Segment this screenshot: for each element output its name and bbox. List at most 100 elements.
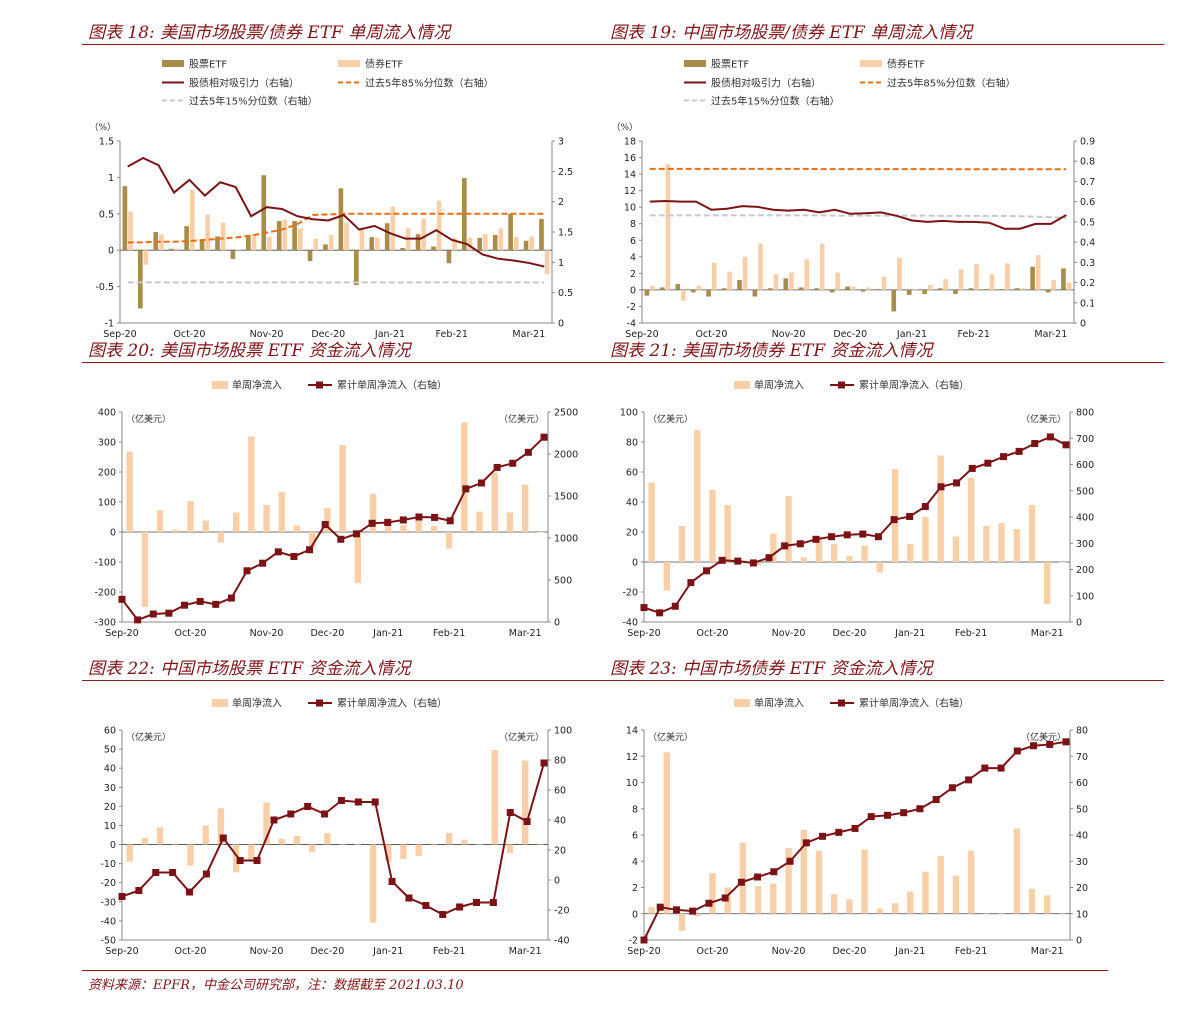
point-cumulative-inflow: [851, 824, 859, 832]
point-cumulative-inflow: [422, 902, 430, 909]
y-tick-label: 14: [624, 170, 636, 181]
legend-swatch: [838, 381, 845, 389]
bar-equity-etf: [737, 279, 742, 290]
legend-label: 累计单周净流入（右轴）: [859, 697, 969, 710]
x-tick-label: Sep-20: [627, 946, 660, 957]
bar-bond-etf: [681, 289, 686, 301]
bar-weekly-inflow: [506, 512, 514, 532]
bar-bond-etf: [282, 219, 288, 251]
bar-equity-etf: [523, 240, 529, 251]
bar-weekly-inflow: [461, 422, 468, 532]
bar-bond-etf: [1020, 288, 1026, 290]
legend-label: 过去5年85%分位数（右轴）: [365, 77, 494, 90]
point-cumulative-inflow: [906, 512, 914, 520]
bar-weekly-inflow: [369, 844, 377, 923]
point-cumulative-inflow: [456, 903, 464, 911]
y-tick-label: 200: [98, 468, 116, 479]
bar-equity-etf: [354, 250, 359, 286]
bar-bond-etf: [866, 287, 871, 290]
point-cumulative-inflow: [472, 899, 480, 906]
y-tick-label: 0: [632, 909, 638, 920]
bar-equity-etf: [215, 236, 220, 251]
chart-fig21: 单周净流入 累计单周净流入（右轴） （亿美元） （亿美元） -40 -20 0 20 40 60 8…: [620, 379, 1094, 640]
y2-tick-label: 0: [554, 876, 560, 887]
bar-weekly-inflow: [891, 903, 899, 914]
bar-weekly-inflow: [907, 891, 914, 914]
x-tick-label: Dec-20: [832, 946, 866, 957]
bar-weekly-inflow: [187, 844, 194, 866]
bar-bond-etf: [850, 286, 856, 290]
x-tick-label: Dec-20: [832, 628, 866, 639]
bar-equity-etf: [660, 287, 665, 290]
point-cumulative-inflow: [796, 540, 804, 548]
point-cumulative-inflow: [306, 546, 314, 554]
bar-bond-etf: [912, 289, 918, 290]
legend-label: 过去5年85%分位数（右轴）: [887, 77, 1016, 90]
y-tick-label: 18: [624, 137, 636, 148]
y-tick-label: 20: [626, 528, 638, 539]
bar-bond-etf: [958, 269, 964, 290]
x-tick-label: Dec-20: [833, 329, 867, 340]
point-cumulative-inflow: [181, 601, 189, 609]
bar-weekly-inflow: [476, 844, 483, 846]
point-cumulative-inflow: [1062, 738, 1070, 746]
legend-label: 单周净流入: [232, 697, 282, 710]
point-cumulative-inflow: [462, 485, 470, 493]
legend-label: 单周净流入: [754, 697, 804, 710]
bar-weekly-inflow: [861, 849, 868, 914]
bar-bond-etf: [452, 237, 457, 251]
point-cumulative-inflow: [671, 602, 679, 610]
point-cumulative-inflow: [705, 899, 713, 907]
x-tick-label: Nov-20: [772, 329, 806, 340]
x-tick-label: Oct-20: [695, 329, 727, 340]
bar-equity-etf: [415, 234, 421, 251]
y-tick-label: -30: [100, 897, 116, 908]
point-cumulative-inflow: [781, 542, 789, 550]
bar-equity-etf: [400, 248, 405, 251]
x-tick-label: Nov-20: [772, 628, 806, 639]
bar-weekly-inflow: [739, 842, 747, 914]
y-tick-label: -300: [94, 618, 116, 629]
point-cumulative-inflow: [259, 559, 267, 567]
x-tick-label: Sep-20: [105, 946, 138, 957]
bar-weekly-inflow: [217, 808, 225, 845]
point-cumulative-inflow: [354, 798, 362, 806]
bar-bond-etf: [128, 211, 133, 251]
y2-tick-label: 0: [1080, 319, 1086, 330]
bar-bond-etf: [328, 234, 334, 251]
y-tick-label: 10: [624, 203, 636, 214]
y-tick-label: 16: [624, 153, 636, 164]
bar-equity-etf: [968, 288, 974, 290]
point-cumulative-inflow: [540, 759, 548, 767]
point-cumulative-inflow: [227, 594, 235, 602]
bar-bond-etf: [421, 218, 426, 251]
y2-tick-label: 0.4: [1080, 238, 1095, 249]
y2-tick-label: 2000: [554, 450, 578, 461]
bar-weekly-inflow: [187, 501, 194, 532]
bar-weekly-inflow: [293, 835, 301, 845]
bar-weekly-inflow: [754, 562, 762, 565]
bar-weekly-inflow: [998, 523, 1005, 562]
y2-tick-label: 20: [1076, 883, 1088, 894]
bar-weekly-inflow: [770, 533, 777, 562]
axis-unit-right: （亿美元）: [499, 413, 544, 425]
x-tick-label: Jan-21: [374, 329, 405, 340]
y-tick-label: 60: [626, 468, 638, 479]
point-cumulative-inflow: [118, 595, 126, 603]
bar-equity-etf: [323, 244, 328, 251]
point-cumulative-inflow: [368, 519, 376, 527]
title-rule: [82, 680, 642, 681]
point-cumulative-inflow: [965, 776, 973, 784]
bar-bond-etf: [804, 259, 810, 290]
bar-equity-etf: [1030, 266, 1035, 290]
point-cumulative-inflow: [523, 818, 531, 825]
bar-equity-etf: [384, 223, 390, 251]
point-cumulative-inflow: [656, 903, 664, 911]
bar-weekly-inflow: [278, 838, 285, 845]
y2-tick-label: 50: [1076, 804, 1088, 815]
x-tick-label: Feb-21: [955, 628, 987, 639]
bar-bond-etf: [267, 237, 272, 251]
y-tick-label: 0: [108, 246, 114, 257]
bar-weekly-inflow: [445, 833, 453, 845]
y-tick-label: 10: [104, 821, 116, 832]
